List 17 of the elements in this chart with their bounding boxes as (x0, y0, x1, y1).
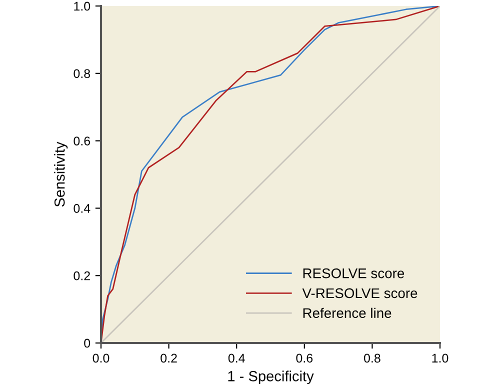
y-tick-label: 0 (84, 338, 90, 348)
x-tick-label: 0.4 (228, 354, 245, 363)
x-axis-title: 1 - Specificity (228, 370, 314, 384)
x-tick-label: 0.6 (296, 354, 313, 363)
y-tick-label: 0.2 (74, 271, 90, 280)
y-tick-label: 0.4 (74, 204, 90, 213)
x-tick-label: 1.0 (432, 354, 448, 363)
x-tick-label: 0.0 (92, 354, 110, 363)
y-axis-title: Sensitivity (54, 142, 68, 207)
x-tick-label: 0.8 (364, 354, 380, 363)
y-tick-label: 0.6 (74, 136, 90, 146)
y-tick-label: 1.0 (74, 2, 90, 11)
x-tick-label: 0.2 (160, 354, 177, 363)
y-tick-label: 0.8 (74, 69, 90, 78)
legend-label: V-RESOLVE score (302, 288, 418, 298)
legend-label: RESOLVE score (303, 268, 404, 278)
legend-label: Reference line (303, 308, 392, 318)
